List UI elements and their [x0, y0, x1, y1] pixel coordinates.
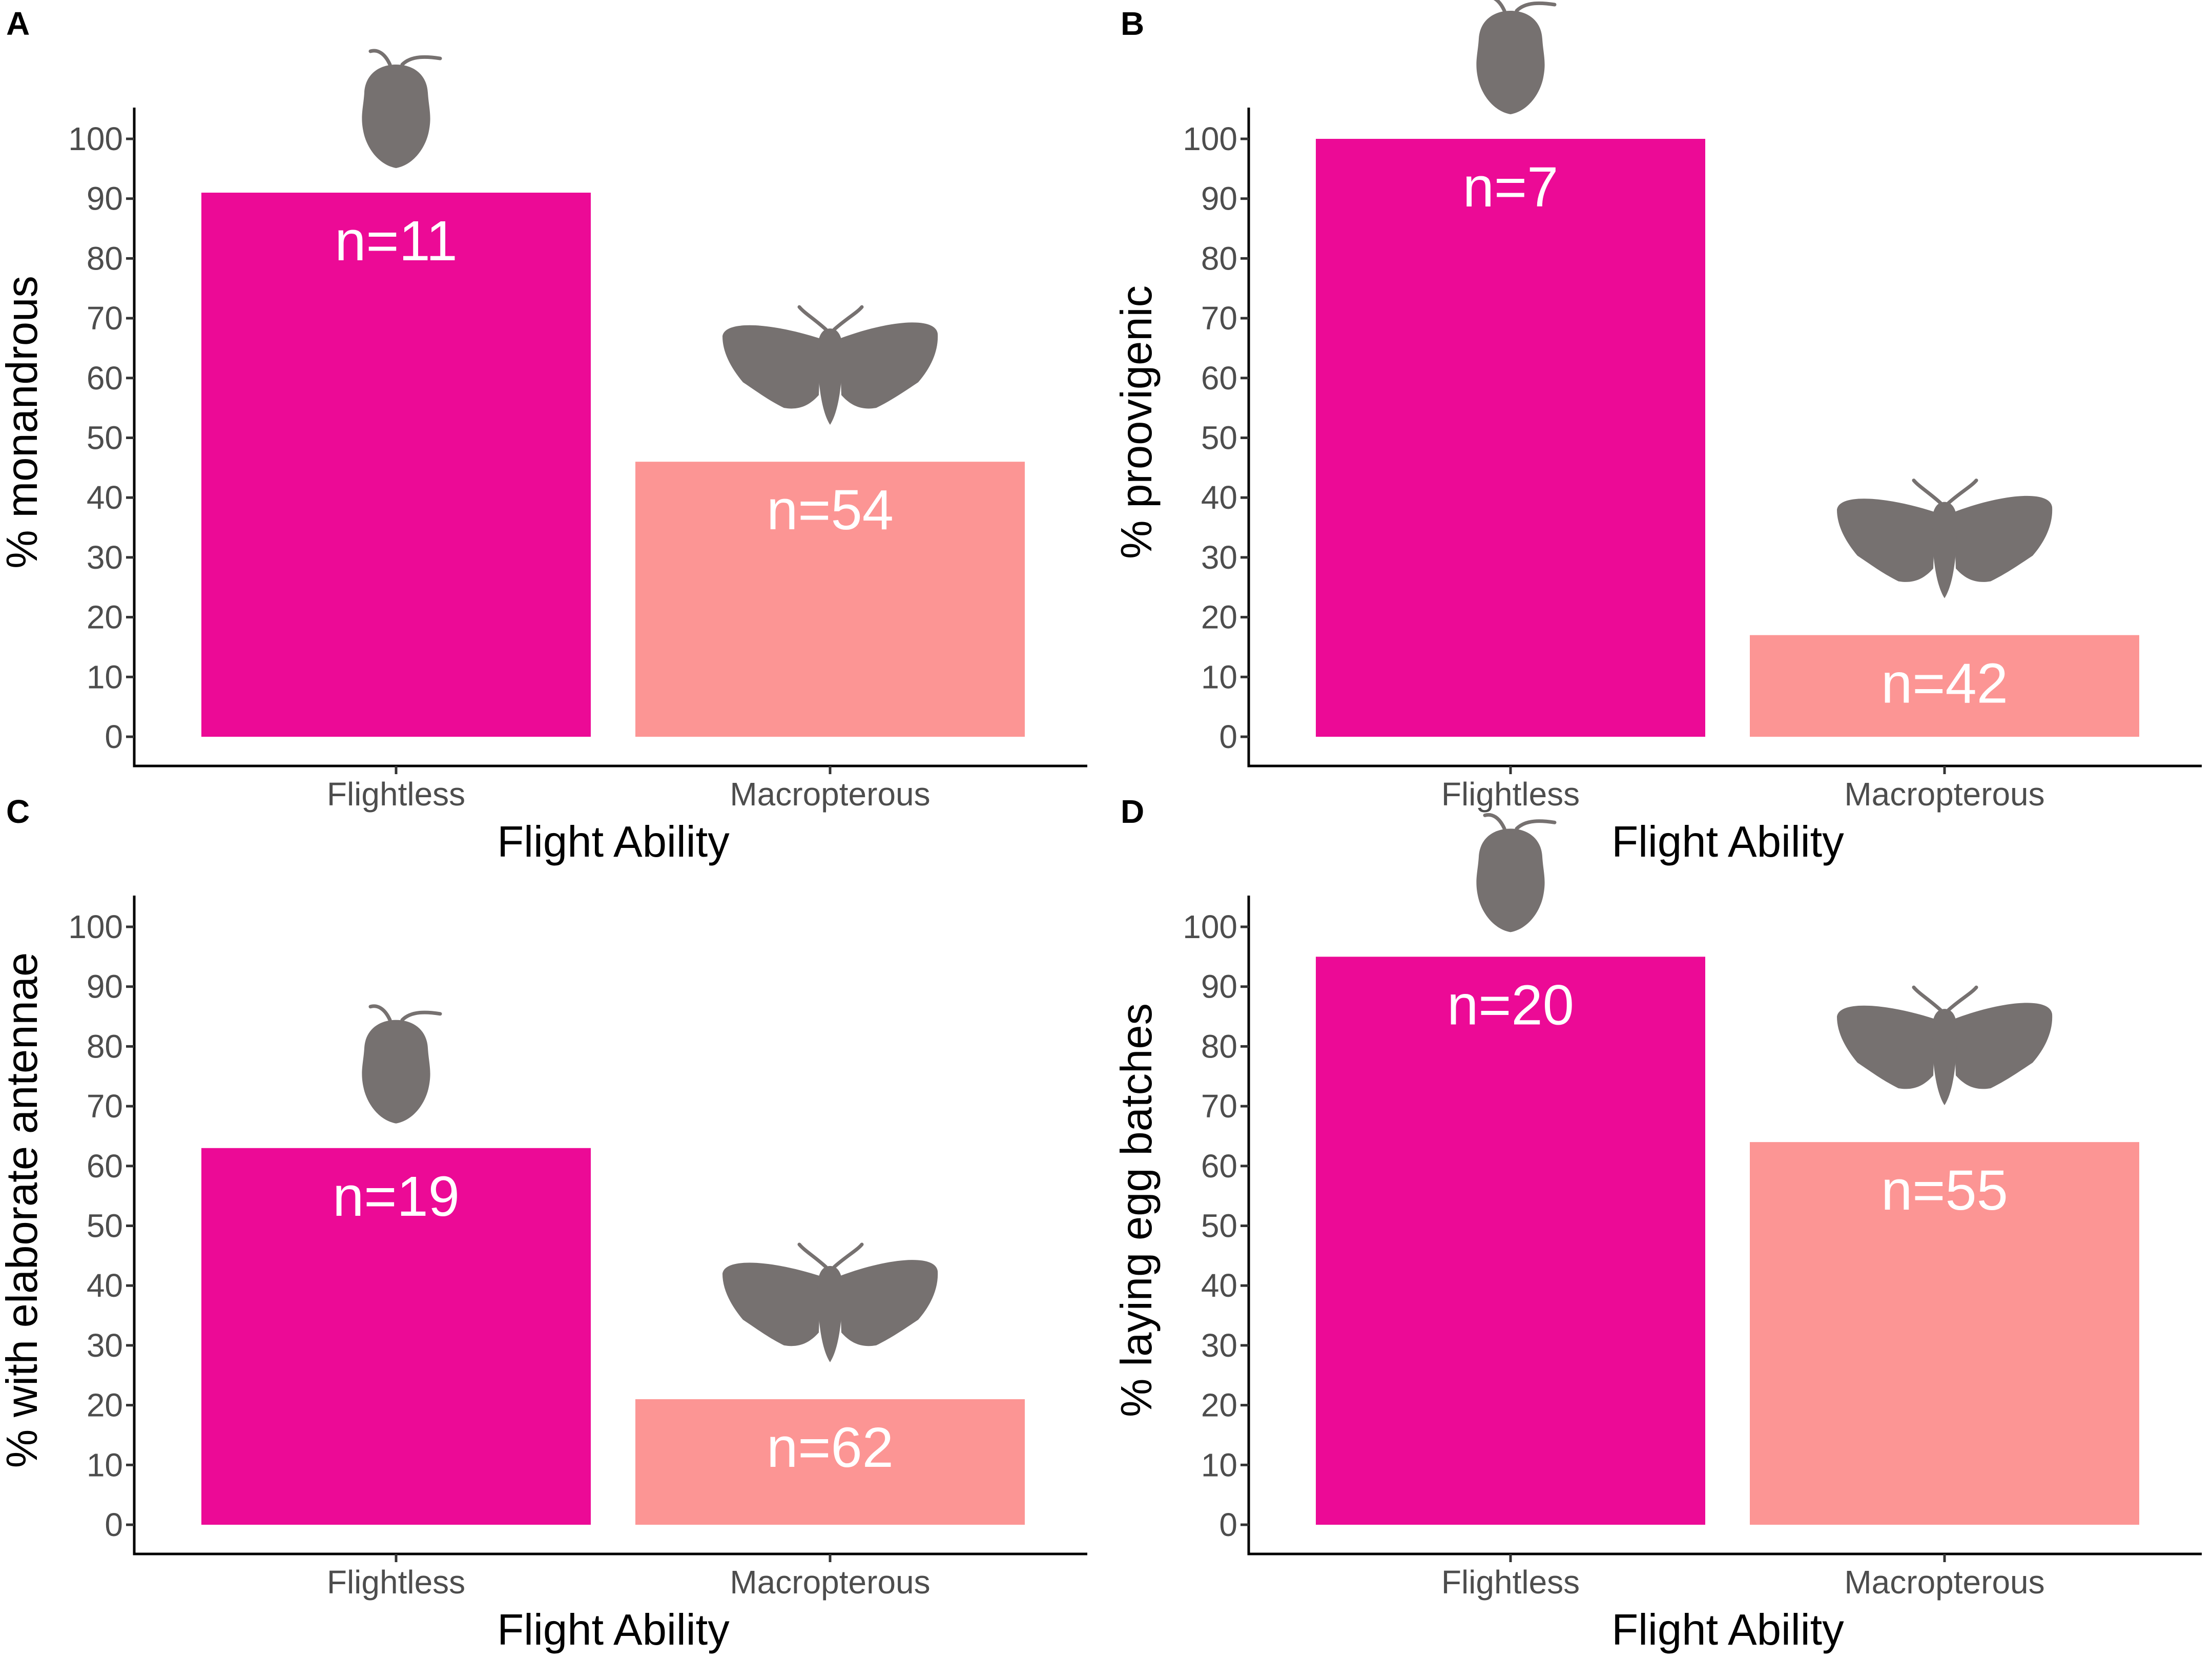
y-tick-label: 60: [87, 1148, 123, 1185]
y-tick-label: 100: [1183, 120, 1237, 157]
panel-label: D: [1121, 793, 1144, 830]
y-tick-label: 30: [1201, 539, 1237, 576]
y-tick-label: 60: [1201, 360, 1237, 397]
x-tick-label: Macropterous: [730, 1564, 930, 1601]
bar-label-macropterous: n=55: [1881, 1159, 2008, 1222]
chart-panel-d: D 0 10 20 30 40 50 60 70 80 90 100 n=20 Flightless n=5…: [1112, 793, 2202, 1654]
x-axis-title: Flight Ability: [1611, 1606, 1844, 1654]
bar-label-flightless: n=20: [1447, 973, 1574, 1036]
y-axis-title: % laying egg batches: [1112, 1003, 1161, 1417]
y-tick-label: 50: [87, 1208, 123, 1244]
y-tick-label: 50: [87, 420, 123, 457]
winged-moth-silhouette-icon: [1837, 481, 2052, 598]
y-tick-label: 90: [1201, 180, 1237, 217]
y-tick-label: 70: [1201, 1088, 1237, 1125]
y-tick-label: 100: [68, 908, 123, 945]
panel-label: C: [6, 793, 30, 830]
y-tick-label: 90: [87, 968, 123, 1005]
y-tick-label: 40: [1201, 479, 1237, 516]
y-tick-label: 30: [87, 1327, 123, 1364]
y-tick-label: 0: [1219, 718, 1237, 755]
x-tick-label: Flightless: [1441, 1564, 1580, 1601]
chart-panel-c: C 0 10 20 30 40 50 60 70 80 90 100 n=19 Flightless n=6…: [0, 793, 1087, 1654]
bar-flightless: [201, 1148, 591, 1525]
y-tick-label: 10: [87, 1446, 123, 1483]
panel-label: A: [6, 5, 30, 42]
winged-moth-silhouette-icon: [722, 307, 938, 425]
y-tick-label: 100: [68, 120, 123, 157]
y-tick-label: 30: [87, 539, 123, 576]
y-tick-label: 30: [1201, 1327, 1237, 1364]
flightless-moth-silhouette-icon: [362, 51, 440, 168]
x-tick-label: Macropterous: [1844, 776, 2044, 813]
bar-flightless: [1316, 139, 1705, 737]
y-tick-label: 20: [1201, 1387, 1237, 1424]
bar-flightless: [1316, 957, 1705, 1525]
chart-panel-b: B 0 10 20 30 40 50 60 70 80 90 100 n=7 Flightless n=42…: [1112, 0, 2202, 866]
y-tick-label: 20: [87, 1387, 123, 1424]
bar-label-flightless: n=11: [335, 210, 458, 273]
bar-flightless: [201, 193, 591, 737]
flightless-moth-silhouette-icon: [1476, 0, 1555, 114]
chart-panel-a: A 0 10 20 30 40 50 60 70 80 90 100 n=11 Flightless n=5…: [0, 5, 1087, 866]
bar-macropterous: [1750, 635, 2139, 737]
x-axis-title: Flight Ability: [497, 1606, 730, 1654]
y-tick-label: 40: [87, 1267, 123, 1304]
y-tick-label: 80: [87, 1028, 123, 1065]
y-tick-label: 60: [1201, 1148, 1237, 1185]
y-axis-title: % with elaborate antennae: [0, 952, 47, 1468]
bar-macropterous: [1750, 1142, 2139, 1525]
axis-lines: [133, 108, 1087, 767]
winged-moth-silhouette-icon: [722, 1244, 938, 1362]
y-tick-label: 80: [87, 240, 123, 277]
axis-lines: [133, 896, 1087, 1555]
bar-label-macropterous: n=62: [767, 1416, 894, 1479]
x-tick-label: Macropterous: [730, 776, 930, 813]
axis-lines: [1247, 896, 2202, 1555]
y-tick-label: 0: [105, 1506, 123, 1543]
y-axis-title: % proovigenic: [1112, 285, 1161, 559]
panel-label: B: [1121, 5, 1144, 42]
flightless-moth-silhouette-icon: [362, 1006, 440, 1124]
y-tick-label: 50: [1201, 420, 1237, 457]
y-tick-label: 100: [1183, 908, 1237, 945]
bar-label-macropterous: n=42: [1881, 652, 2008, 715]
flightless-moth-silhouette-icon: [1476, 815, 1555, 932]
x-tick-label: Flightless: [1441, 776, 1580, 813]
x-axis-title: Flight Ability: [497, 818, 730, 866]
y-tick-label: 70: [87, 1088, 123, 1125]
y-tick-label: 40: [1201, 1267, 1237, 1304]
bar-label-flightless: n=19: [333, 1165, 460, 1228]
x-tick-label: Flightless: [327, 776, 465, 813]
bar-macropterous: [635, 1399, 1025, 1525]
y-axis-title: % monandrous: [0, 276, 47, 569]
y-tick-label: 60: [87, 360, 123, 397]
bar-label-flightless: n=7: [1463, 156, 1559, 219]
y-tick-label: 80: [1201, 240, 1237, 277]
y-tick-label: 0: [105, 718, 123, 755]
x-axis-title: Flight Ability: [1611, 818, 1844, 866]
y-tick-label: 20: [87, 599, 123, 636]
y-tick-label: 90: [1201, 968, 1237, 1005]
y-tick-label: 70: [1201, 300, 1237, 337]
y-tick-label: 0: [1219, 1506, 1237, 1543]
y-tick-label: 70: [87, 300, 123, 337]
axis-lines: [1247, 108, 2202, 767]
y-tick-label: 10: [1201, 1446, 1237, 1483]
y-tick-label: 80: [1201, 1028, 1237, 1065]
bar-label-macropterous: n=54: [767, 479, 894, 542]
y-tick-label: 90: [87, 180, 123, 217]
y-tick-label: 10: [87, 658, 123, 695]
y-tick-label: 10: [1201, 658, 1237, 695]
y-tick-label: 20: [1201, 599, 1237, 636]
y-tick-label: 40: [87, 479, 123, 516]
bar-macropterous: [635, 462, 1025, 737]
x-tick-label: Flightless: [327, 1564, 465, 1601]
x-tick-label: Macropterous: [1844, 1564, 2044, 1601]
winged-moth-silhouette-icon: [1837, 987, 2052, 1105]
y-tick-label: 50: [1201, 1208, 1237, 1244]
